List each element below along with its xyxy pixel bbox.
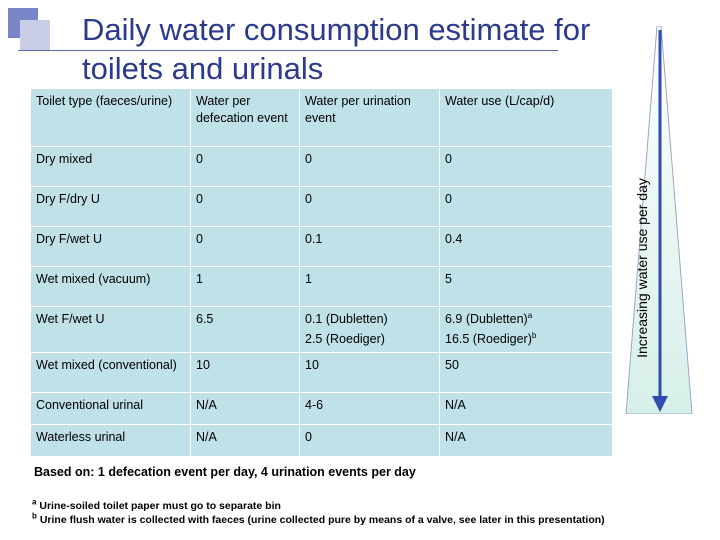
table-row: Dry mixed 0 0 0 xyxy=(30,146,613,187)
arrow-down-icon xyxy=(652,30,668,412)
footnote-a-mark: a xyxy=(32,497,37,507)
table-row: Wet F/wet U 6.5 0.1 (Dubletten) 2.5 (Roe… xyxy=(30,306,613,353)
cell-type: Wet F/wet U xyxy=(30,306,191,353)
footnote-a: a Urine-soiled toilet paper must go to s… xyxy=(32,497,281,512)
cell-urination: 0 xyxy=(299,186,440,227)
cell-urination: 0 xyxy=(299,146,440,187)
header-toilet-type: Toilet type (faeces/urine) xyxy=(30,88,191,147)
water-consumption-table: Toilet type (faeces/urine) Water per def… xyxy=(30,88,613,457)
urination-dubletten: 0.1 (Dubletten) xyxy=(305,312,388,326)
cell-defecation: 1 xyxy=(190,266,300,307)
title-underline xyxy=(18,50,558,51)
table-row: Dry F/dry U 0 0 0 xyxy=(30,186,613,227)
cell-water-use: 0 xyxy=(439,146,613,187)
title-line-2: toilets and urinals xyxy=(82,51,324,86)
cell-defecation: 10 xyxy=(190,352,300,393)
cell-urination: 0.1 xyxy=(299,226,440,267)
header-water-per-urination: Water per urination event xyxy=(299,88,440,147)
water-use-dubletten: 6.9 (Dubletten) xyxy=(445,312,528,326)
title-line-1: Daily water consumption estimate for xyxy=(82,12,591,47)
table-row: Conventional urinal N/A 4-6 N/A xyxy=(30,392,613,425)
cell-type: Dry F/wet U xyxy=(30,226,191,267)
cell-type: Waterless urinal xyxy=(30,424,191,457)
cell-water-use: 5 xyxy=(439,266,613,307)
urination-roediger: 2.5 (Roediger) xyxy=(305,332,385,346)
cell-type: Wet mixed (conventional) xyxy=(30,352,191,393)
cell-water-use: 50 xyxy=(439,352,613,393)
cell-urination: 10 xyxy=(299,352,440,393)
cell-type: Dry F/dry U xyxy=(30,186,191,227)
cell-water-use: 6.9 (Dubletten)a 16.5 (Roediger)b xyxy=(439,306,613,353)
cell-defecation: 6.5 xyxy=(190,306,300,353)
cell-defecation: 0 xyxy=(190,226,300,267)
footnote-a-text: Urine-soiled toilet paper must go to sep… xyxy=(39,500,281,512)
cell-defecation: N/A xyxy=(190,424,300,457)
table-row: Wet mixed (vacuum) 1 1 5 xyxy=(30,266,613,307)
footnote-a-marker: a xyxy=(527,310,533,320)
header-water-per-defecation: Water per defecation event xyxy=(190,88,300,147)
decorative-square-light xyxy=(20,20,50,50)
cell-type: Wet mixed (vacuum) xyxy=(30,266,191,307)
table-row: Wet mixed (conventional) 10 10 50 xyxy=(30,352,613,393)
cell-urination: 0.1 (Dubletten) 2.5 (Roediger) xyxy=(299,306,440,353)
cell-urination: 4-6 xyxy=(299,392,440,425)
table-header-row: Toilet type (faeces/urine) Water per def… xyxy=(30,88,613,147)
table-row: Dry F/wet U 0 0.1 0.4 xyxy=(30,226,613,267)
table-row: Waterless urinal N/A 0 N/A xyxy=(30,424,613,457)
cell-defecation: 0 xyxy=(190,186,300,227)
footnote-b: b Urine flush water is collected with fa… xyxy=(32,511,605,526)
increasing-water-use-label: Increasing water use per day xyxy=(634,178,650,358)
cell-water-use: 0 xyxy=(439,186,613,227)
cell-water-use: N/A xyxy=(439,392,613,425)
header-water-use: Water use (L/cap/d) xyxy=(439,88,613,147)
cell-type: Dry mixed xyxy=(30,146,191,187)
slide-title: Daily water consumption estimate for toi… xyxy=(82,10,622,88)
footnote-b-marker: b xyxy=(531,330,537,340)
cell-defecation: 0 xyxy=(190,146,300,187)
cell-defecation: N/A xyxy=(190,392,300,425)
water-use-roediger: 16.5 (Roediger) xyxy=(445,332,532,346)
cell-type: Conventional urinal xyxy=(30,392,191,425)
cell-water-use: 0.4 xyxy=(439,226,613,267)
cell-urination: 1 xyxy=(299,266,440,307)
based-on-note: Based on: 1 defecation event per day, 4 … xyxy=(34,465,416,479)
footnote-b-mark: b xyxy=(32,511,37,521)
cell-water-use: N/A xyxy=(439,424,613,457)
footnote-b-text: Urine flush water is collected with faec… xyxy=(39,514,605,526)
cell-urination: 0 xyxy=(299,424,440,457)
